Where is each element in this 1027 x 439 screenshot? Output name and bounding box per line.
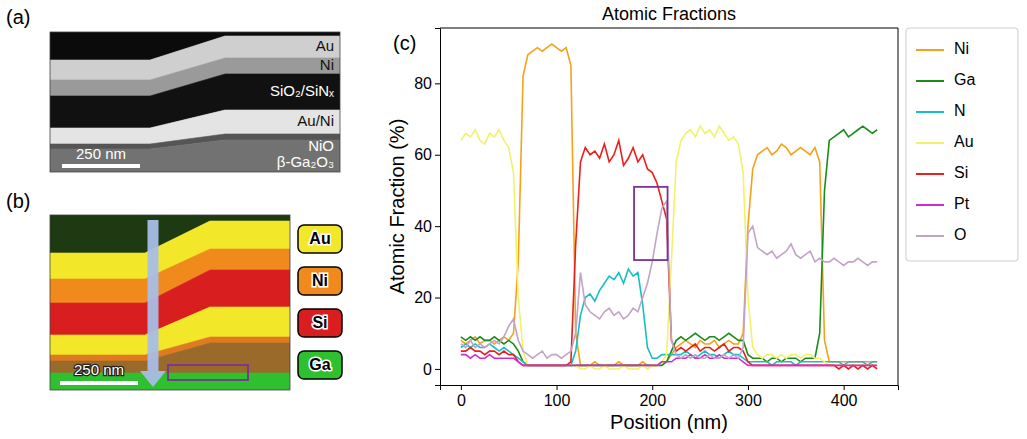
- tick: 0: [457, 385, 466, 409]
- eds-image: [50, 215, 290, 390]
- plot-area: [461, 44, 877, 369]
- series-line: [461, 126, 877, 369]
- tick: 40: [414, 218, 440, 235]
- legend: Ni Ga N Au Si Pt O: [906, 28, 1018, 261]
- legend-swatch: [916, 142, 944, 144]
- tick-label: 0: [423, 361, 432, 378]
- tick: 80: [414, 75, 440, 92]
- tick: 0: [423, 361, 440, 378]
- chart: 0 100 200 300 400 0 20 40 60 80 Atomic Fractions Po…: [386, 4, 1018, 433]
- frame: [50, 32, 340, 172]
- legend-label: Si: [312, 314, 327, 331]
- frame: [50, 215, 290, 390]
- tick-mark: [557, 385, 558, 390]
- layer-label: β-Ga₂O₃: [277, 153, 334, 170]
- series-line: [461, 201, 877, 358]
- panel-label: (c): [393, 32, 416, 54]
- series-line: [461, 126, 877, 365]
- tick-label: 0: [457, 392, 466, 409]
- legend-label: Ni: [954, 40, 969, 57]
- series-line: [461, 355, 877, 366]
- frame: [440, 28, 898, 29]
- axis-line: [435, 29, 441, 386]
- tick-label: 300: [735, 392, 762, 409]
- legend-label: Ga: [309, 356, 330, 373]
- layer-label: NiO: [308, 137, 334, 154]
- tick-mark: [844, 385, 845, 390]
- tick: 20: [414, 289, 440, 306]
- selection-box: [168, 365, 248, 380]
- axis-line: [441, 386, 899, 391]
- y-axis: 0 20 40 60 80: [414, 29, 440, 386]
- tick-mark: [435, 83, 440, 84]
- y-axis-title: Atomic Fraction (%): [386, 119, 408, 295]
- legend-swatch: [298, 309, 342, 337]
- arrow: [148, 220, 159, 371]
- tick: 60: [414, 146, 440, 163]
- legend-swatch: [298, 225, 342, 253]
- tick: 200: [639, 385, 666, 409]
- legend-label: N: [954, 102, 966, 119]
- frame: [898, 28, 899, 385]
- layer-label: Ni: [320, 56, 334, 73]
- layer-label: Au: [316, 37, 334, 54]
- legend-label: Au: [954, 133, 974, 150]
- tick-label: 60: [414, 146, 432, 163]
- tick-mark: [435, 155, 440, 156]
- x-axis-title: Position (nm): [610, 411, 728, 433]
- legend-swatch: [298, 267, 342, 295]
- panel-label: (b): [6, 190, 30, 212]
- tick: 100: [544, 385, 571, 409]
- tick: 300: [735, 385, 762, 409]
- eds-panel: 250 nm Au Ni Si Ga: [50, 215, 342, 390]
- scale-bar: [62, 164, 140, 168]
- chart-title: Atomic Fractions: [602, 4, 736, 24]
- tick-label: 80: [414, 75, 432, 92]
- tick-label: 100: [544, 392, 571, 409]
- legend-swatch: [916, 80, 944, 82]
- tick-label: 40: [414, 218, 432, 235]
- tick-mark: [652, 385, 653, 390]
- series-line: [461, 140, 877, 368]
- scale-bar-label: 250 nm: [74, 361, 124, 378]
- legend-box: [906, 28, 1018, 261]
- figure: (a)(b)(c)AuNiSiO₂/SiNₓAu/NiNiOβ-Ga₂O₃250…: [0, 0, 1027, 439]
- tick-mark: [435, 298, 440, 299]
- legend-label: Ni: [312, 272, 328, 289]
- tick-label: 20: [414, 289, 432, 306]
- legend-label: O: [954, 226, 966, 243]
- legend-label: Au: [309, 230, 330, 247]
- legend-swatch: [916, 49, 944, 51]
- tick-mark: [461, 385, 462, 390]
- tick-label: 400: [831, 392, 858, 409]
- legend-swatch: [916, 111, 944, 113]
- tick-label: 200: [639, 392, 666, 409]
- x-axis: 0 100 200 300 400: [441, 385, 899, 409]
- tick-mark: [435, 369, 440, 370]
- scale-bar-label: 250 nm: [76, 145, 126, 162]
- background: [0, 0, 1027, 439]
- tick-mark: [748, 385, 749, 390]
- legend-swatch: [916, 173, 944, 175]
- legend-label: Ga: [954, 71, 975, 88]
- layer: [50, 140, 340, 172]
- scale-bar: [60, 381, 138, 385]
- panel-label: (a): [6, 6, 30, 28]
- tick-mark: [435, 226, 440, 227]
- sem-image: [50, 32, 340, 172]
- tick: 400: [831, 385, 858, 409]
- legend-swatch: [916, 204, 944, 206]
- legend-label: Si: [954, 164, 968, 181]
- legend-label: Pt: [954, 195, 970, 212]
- layer-label: SiO₂/SiNₓ: [270, 82, 334, 99]
- legend-swatch: [916, 235, 944, 237]
- highlight-box: [634, 187, 667, 260]
- sem-panel: Au Ni SiO₂/SiNₓ Au/Ni NiOβ-Ga₂O₃ 250 nm: [50, 32, 340, 172]
- legend-swatch: [298, 351, 342, 379]
- layer-label: Au/Ni: [297, 112, 334, 129]
- arrow-head: [140, 371, 166, 387]
